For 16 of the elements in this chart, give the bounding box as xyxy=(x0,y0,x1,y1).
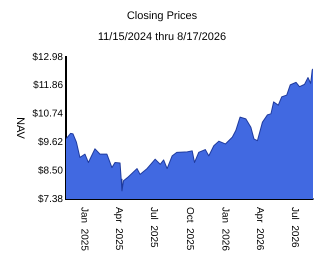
x-tick-label: Apr 2026 xyxy=(254,207,265,251)
y-tick-label: $12.98 xyxy=(32,52,64,63)
chart-title: Closing Prices xyxy=(126,10,198,22)
y-axis-title: NAV xyxy=(14,117,26,140)
x-tick-label: Jul 2025 xyxy=(148,207,160,248)
y-tick-label: $11.86 xyxy=(33,80,64,92)
x-tick-label: Jul 2026 xyxy=(289,207,300,248)
x-tick-label: Apr 2025 xyxy=(113,207,124,251)
y-tick-label: $7.38 xyxy=(38,194,64,205)
y-tick-label: $9.62 xyxy=(38,136,64,148)
chart-subtitle: 11/15/2024 thru 8/17/2026 xyxy=(98,31,226,44)
x-tick-label: Jan 2025 xyxy=(78,207,90,252)
x-tick-label: Jan 2026 xyxy=(219,207,230,252)
x-tick-label: Oct 2025 xyxy=(184,207,195,251)
y-tick-label: $8.50 xyxy=(38,165,64,176)
y-tick-label: $10.74 xyxy=(32,108,64,120)
